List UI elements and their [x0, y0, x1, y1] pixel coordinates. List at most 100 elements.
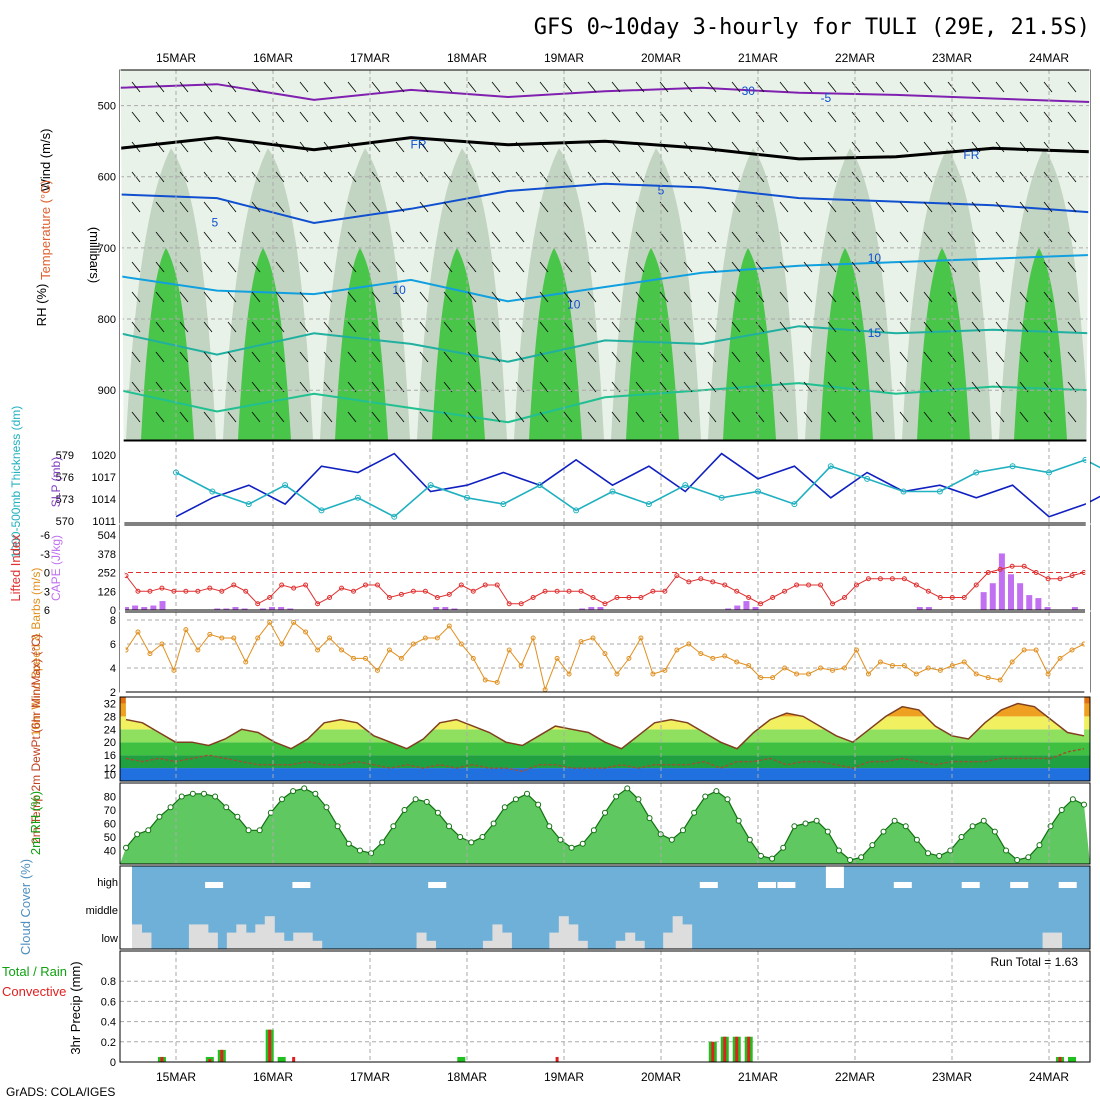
wind-speed-marker — [1033, 647, 1039, 653]
cape-bar — [123, 607, 129, 610]
wind-barb — [347, 261, 357, 273]
lifted-index-tick: 3 — [44, 586, 50, 598]
wind-barb — [203, 321, 213, 333]
low-cloud-bar — [226, 932, 237, 949]
thickness-marker — [864, 475, 871, 482]
thickness-axis-label: 1000-500mb Thickness (dm) — [9, 406, 23, 559]
wind-speed-marker — [698, 651, 704, 657]
wind-speed-marker — [710, 655, 716, 661]
wind-barb — [683, 261, 693, 273]
wind-barb — [803, 291, 813, 303]
wind-speed-marker — [818, 665, 824, 671]
wind-barb — [995, 321, 1005, 333]
wind-speed-tick: 8 — [110, 615, 116, 627]
wind-barb — [1043, 231, 1053, 243]
lifted-index-marker — [614, 595, 620, 600]
lifted-index-marker — [1057, 576, 1063, 582]
precip-total-bar — [457, 1056, 466, 1062]
thickness-marker — [318, 507, 325, 514]
wind-barb — [179, 81, 189, 93]
cape-bar — [725, 608, 732, 610]
lifted-index-marker — [566, 588, 572, 594]
lifted-index-marker — [315, 601, 321, 607]
wind-barb — [371, 411, 381, 423]
wind-barb — [755, 291, 765, 303]
wind-barb — [323, 411, 333, 423]
wind-barb — [851, 141, 861, 153]
wind-barb — [467, 111, 477, 123]
thickness-marker — [1046, 469, 1052, 476]
bottom-date-label: 23MAR — [932, 1070, 972, 1084]
wind-barb — [275, 261, 285, 273]
high-cloud-mark — [893, 882, 912, 888]
lifted-index-marker — [374, 582, 380, 588]
rh-marker — [501, 804, 508, 811]
wind-barb — [347, 231, 357, 243]
wind-barb — [419, 351, 429, 363]
wind-barb — [779, 201, 789, 213]
lifted-index-marker — [1045, 576, 1051, 582]
wind-barb — [1067, 141, 1077, 153]
rh-marker — [891, 817, 898, 824]
precip-axis-label: 3hr Precip (mm) — [68, 961, 83, 1054]
lifted-index-marker — [734, 588, 740, 594]
rh-marker — [735, 817, 742, 824]
wind-barb — [1067, 201, 1077, 213]
rh-marker — [780, 844, 787, 851]
rh-marker — [345, 840, 352, 847]
precip-tick: 0 — [110, 1057, 116, 1069]
lifted-index-marker — [159, 585, 165, 591]
temp-tick: 12 — [104, 763, 116, 775]
rh-marker — [479, 834, 486, 840]
wind-barb — [659, 261, 669, 273]
low-cloud-bar — [236, 924, 247, 949]
thickness-tick: 573 — [56, 494, 74, 506]
wind-barb — [419, 81, 429, 93]
cape-tick: 378 — [98, 549, 116, 561]
precip-convective-bar — [1058, 1056, 1062, 1062]
rh-marker — [713, 788, 720, 795]
wind-barb — [251, 231, 261, 243]
wind-barb — [779, 411, 789, 423]
wind-speed-marker — [518, 663, 524, 669]
low-cloud-bar — [283, 940, 294, 949]
wind-barb — [755, 81, 765, 93]
thickness-marker — [609, 488, 616, 495]
lifted-index-marker — [949, 595, 955, 600]
cape-bar — [1017, 583, 1024, 610]
wind-barb — [371, 141, 381, 153]
wind-speed-marker — [997, 677, 1003, 683]
high-cloud-mark — [292, 882, 311, 888]
lifted-index-marker — [806, 582, 812, 588]
wind-barb — [203, 231, 213, 243]
wind-speed-marker — [1021, 647, 1027, 653]
rh-tick: 50 — [104, 832, 116, 844]
wind-barb — [803, 261, 813, 273]
wind-barb — [467, 291, 477, 303]
wind-barb — [635, 381, 645, 393]
wind-barb — [275, 201, 285, 213]
wind-speed-marker — [913, 671, 919, 677]
lifted-index-marker — [1069, 573, 1075, 579]
high-cloud-mark — [205, 882, 224, 888]
rh-marker — [668, 836, 675, 843]
wind-barb — [203, 351, 213, 363]
top-date-label: 16MAR — [253, 51, 293, 65]
wind-barb — [491, 171, 501, 183]
wind-barb — [251, 411, 261, 423]
wind-barb — [203, 111, 213, 123]
wind-barb — [731, 291, 741, 303]
rh-marker — [613, 793, 620, 800]
wind-barb — [755, 411, 765, 423]
low-cloud-bar — [255, 924, 266, 949]
wind-barb — [491, 111, 501, 123]
wind-speed-marker — [458, 641, 464, 647]
rh-marker — [724, 796, 731, 803]
wind-barb — [707, 291, 717, 303]
wind-speed-marker — [386, 647, 392, 653]
rh-marker — [412, 796, 419, 803]
wind-barb — [971, 351, 981, 363]
wind-barb — [611, 291, 621, 303]
wind-barb — [1019, 231, 1029, 243]
high-cloud-mark — [1010, 882, 1029, 888]
